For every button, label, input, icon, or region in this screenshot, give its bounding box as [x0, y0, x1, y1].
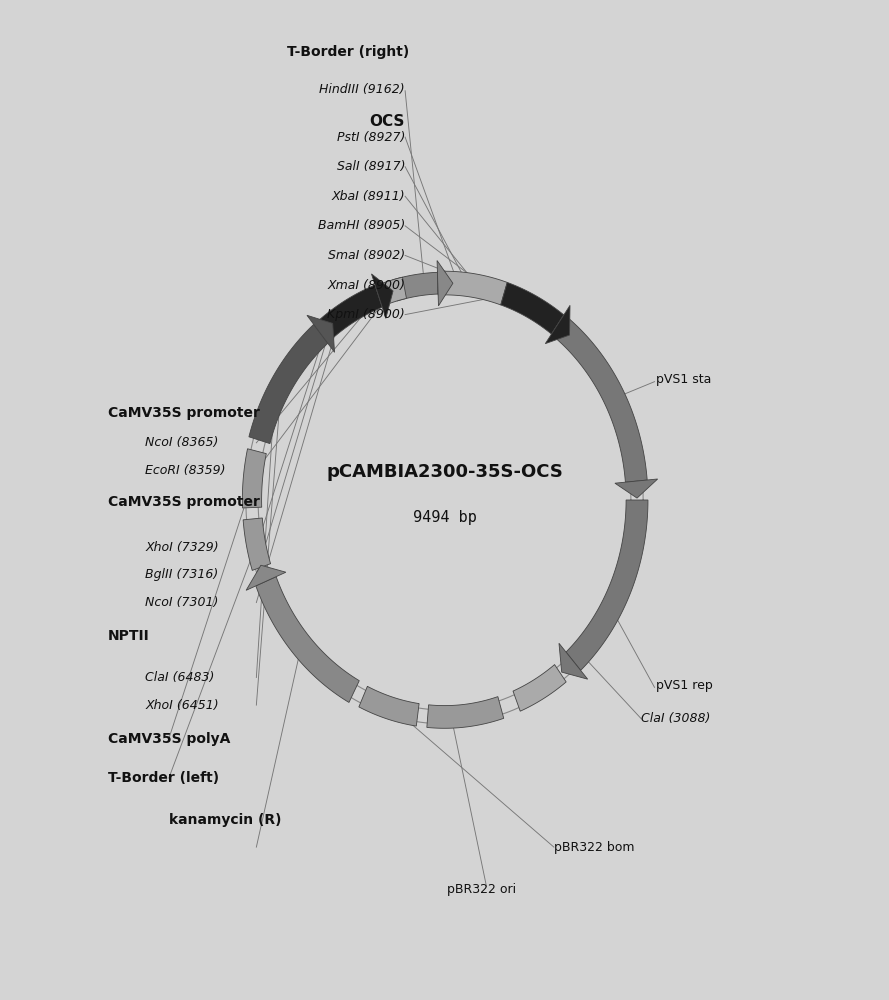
Polygon shape [243, 449, 267, 508]
Polygon shape [375, 277, 406, 306]
Polygon shape [513, 665, 566, 711]
Text: kanamycin (R): kanamycin (R) [169, 813, 281, 827]
Text: pVS1 rep: pVS1 rep [656, 679, 713, 692]
Polygon shape [359, 686, 419, 726]
Text: NcoI (8365): NcoI (8365) [145, 436, 219, 449]
Polygon shape [249, 324, 328, 444]
Polygon shape [559, 643, 588, 679]
Polygon shape [551, 315, 647, 482]
Text: KpmI (8900): KpmI (8900) [327, 308, 405, 321]
Polygon shape [243, 518, 270, 570]
Polygon shape [392, 272, 438, 301]
Polygon shape [437, 261, 453, 306]
Polygon shape [437, 271, 508, 305]
Text: BglII (7316): BglII (7316) [145, 568, 219, 581]
Text: SmaI (8902): SmaI (8902) [328, 249, 405, 262]
Text: XhoI (7329): XhoI (7329) [145, 541, 219, 554]
Text: NcoI (7301): NcoI (7301) [145, 596, 219, 609]
Polygon shape [545, 305, 570, 344]
Text: EcoRI (8359): EcoRI (8359) [145, 464, 226, 477]
Polygon shape [246, 565, 286, 590]
Text: PstI (8927): PstI (8927) [337, 131, 405, 144]
Text: BamHI (8905): BamHI (8905) [318, 219, 405, 232]
Text: NPTII: NPTII [108, 629, 149, 643]
Text: CaMV35S polyA: CaMV35S polyA [108, 732, 230, 746]
Text: XhoI (6451): XhoI (6451) [145, 699, 219, 712]
Polygon shape [501, 282, 564, 334]
Text: T-Border (left): T-Border (left) [108, 771, 219, 785]
Text: SalI (8917): SalI (8917) [337, 160, 405, 173]
Text: T-Border (right): T-Border (right) [287, 45, 410, 59]
Text: CaMV35S promoter: CaMV35S promoter [108, 495, 260, 509]
Text: HindIII (9162): HindIII (9162) [319, 83, 405, 96]
Text: ClaI (3088): ClaI (3088) [641, 712, 711, 725]
Text: pVS1 sta: pVS1 sta [656, 373, 712, 386]
Polygon shape [307, 315, 334, 352]
Polygon shape [427, 697, 504, 728]
Polygon shape [319, 285, 382, 338]
Text: pBR322 bom: pBR322 bom [554, 841, 635, 854]
Polygon shape [566, 500, 648, 670]
Polygon shape [615, 479, 658, 498]
Text: CaMV35S promoter: CaMV35S promoter [108, 406, 260, 420]
Text: pBR322 ori: pBR322 ori [446, 883, 516, 896]
Polygon shape [372, 274, 393, 318]
Text: XbaI (8911): XbaI (8911) [332, 190, 405, 203]
Text: pCAMBIA2300-35S-OCS: pCAMBIA2300-35S-OCS [326, 463, 563, 481]
Polygon shape [256, 577, 359, 702]
Text: OCS: OCS [370, 114, 405, 129]
Text: 9494 bp: 9494 bp [412, 510, 477, 525]
Text: ClaI (6483): ClaI (6483) [145, 671, 214, 684]
Text: XmaI (8900): XmaI (8900) [327, 279, 405, 292]
